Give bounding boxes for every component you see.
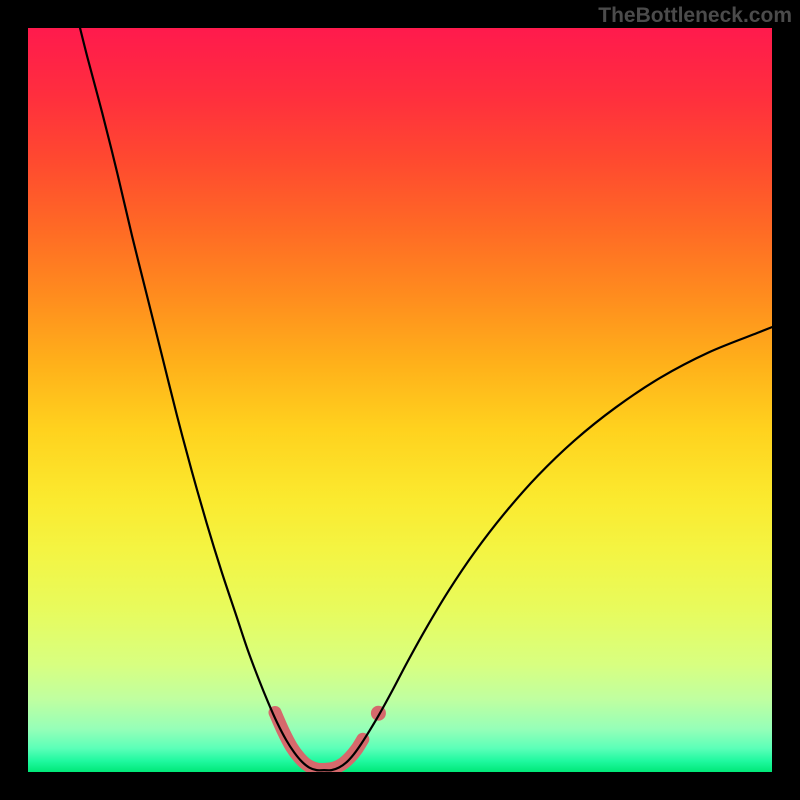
watermark-text: TheBottleneck.com	[598, 4, 792, 28]
chart-plot-area	[28, 28, 772, 772]
plot-svg	[28, 28, 772, 772]
bottleneck-chart-root: TheBottleneck.com	[0, 0, 800, 800]
chart-outer-frame: TheBottleneck.com	[0, 0, 800, 800]
plot-background	[28, 28, 772, 772]
